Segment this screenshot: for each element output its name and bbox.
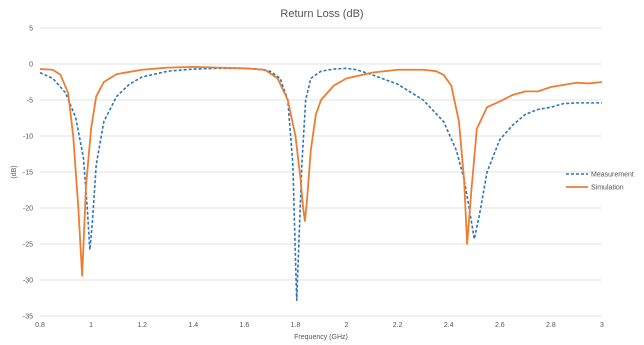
x-tick-label: 1.2: [137, 322, 147, 329]
y-tick-label: -25: [23, 242, 33, 249]
y-tick-label: -10: [23, 134, 33, 141]
x-tick-label: 2.6: [495, 322, 505, 329]
x-tick-label: 1: [89, 322, 93, 329]
grid: [40, 27, 602, 317]
y-tick-label: -30: [23, 278, 33, 285]
legend: Measurement Simulation: [566, 172, 634, 192]
y-tick-label: -20: [23, 206, 33, 213]
x-tick-label: 0.8: [35, 322, 45, 329]
tick-labels: 5 0 -5 -10 -15 -20 -25 -30 -350.8 1 1.2 1.4 1.6 1.8 2 2…: [23, 26, 604, 330]
y-tick-label: -35: [23, 314, 33, 321]
legend-label-measurement: Measurement: [591, 172, 634, 179]
x-tick-label: 2.2: [393, 322, 403, 329]
chart-title: Return Loss (dB): [280, 8, 363, 20]
x-tick-label: 3: [600, 322, 604, 329]
x-tick-label: 1.6: [239, 322, 249, 329]
series-measurement-line: [39, 67, 602, 301]
series-simulation-line: [39, 65, 603, 277]
y-tick-label: -15: [23, 170, 33, 177]
x-axis-label: Frequency (GHz): [294, 334, 348, 341]
x-tick-label: 2: [345, 322, 349, 329]
y-tick-label: 0: [29, 62, 33, 69]
x-tick-label: 2.4: [444, 322, 454, 329]
y-tick-label: 5: [29, 26, 33, 33]
y-tick-label: -5: [27, 98, 33, 105]
y-axis-label: (dB): [11, 165, 18, 178]
legend-label-simulation: Simulation: [591, 185, 624, 192]
x-tick-label: 1.4: [188, 322, 198, 329]
x-tick-label: 1.8: [291, 322, 301, 329]
x-tick-label: 2.8: [546, 322, 556, 329]
series-lines: [39, 65, 603, 301]
